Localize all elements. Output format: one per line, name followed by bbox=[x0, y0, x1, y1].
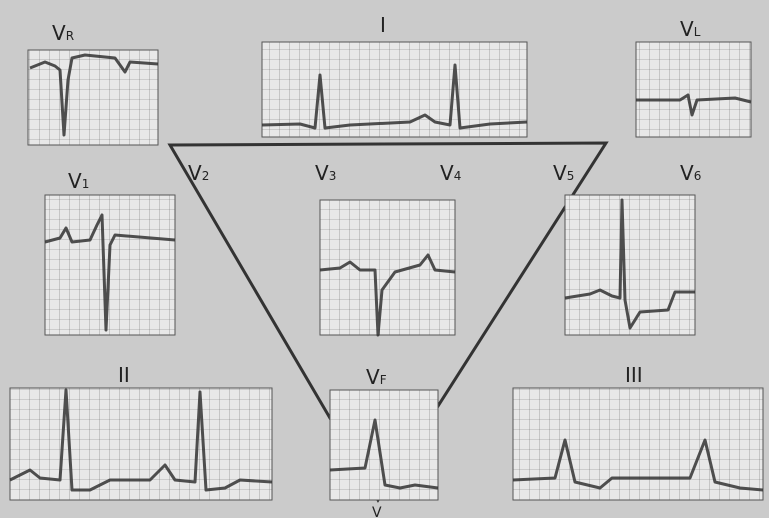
ecg-figure: VR I VL V1 V2 V3 V4 V5 V6 II VF III V bbox=[0, 0, 769, 518]
lead-panel bbox=[565, 195, 695, 335]
apex-label: V bbox=[372, 505, 382, 518]
lead-label: III bbox=[625, 363, 643, 387]
lead-panel bbox=[636, 42, 751, 137]
lead-label: I bbox=[380, 13, 386, 37]
lead-label: II bbox=[118, 363, 130, 387]
